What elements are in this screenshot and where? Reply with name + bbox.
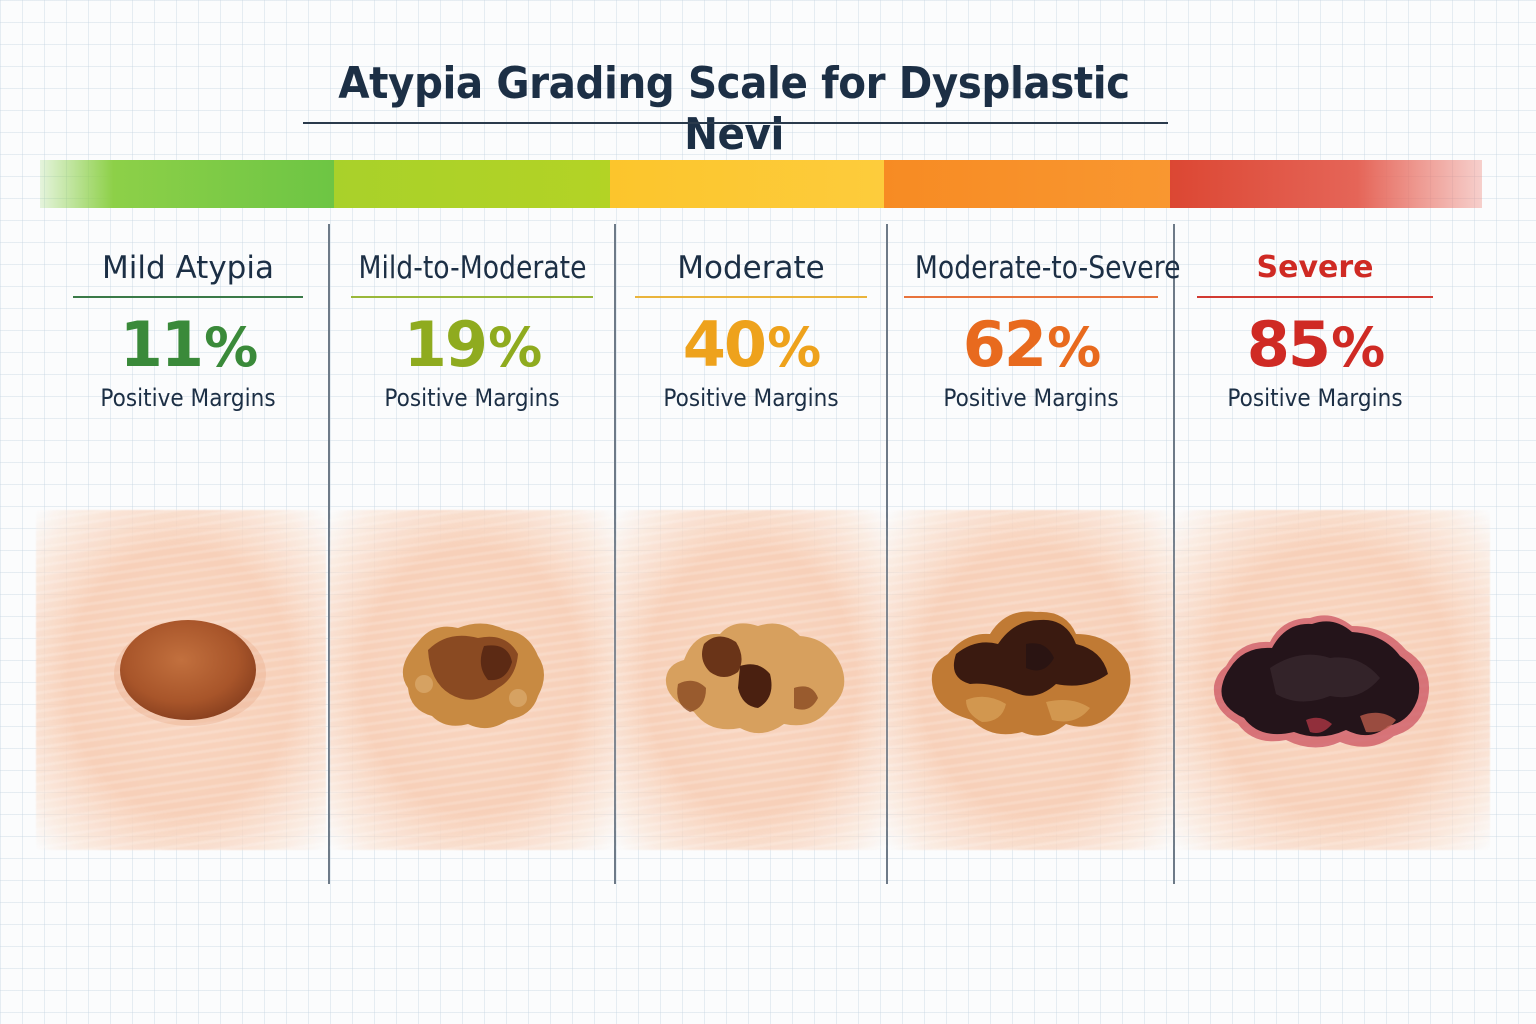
grade-column-mild: Mild Atypia 11% Positive Margins	[62, 240, 314, 413]
positive-margin-percent: 62%	[896, 310, 1166, 383]
title-underline	[303, 122, 1168, 124]
percent-caption: Positive Margins	[663, 384, 839, 412]
grade-column-severe: Severe 85% Positive Margins	[1190, 240, 1440, 413]
positive-margin-percent: 40%	[626, 310, 876, 383]
percent-value: 62	[962, 308, 1047, 381]
percent-unit: %	[488, 316, 542, 379]
positive-margin-percent: 11%	[62, 310, 314, 383]
positive-margin-percent: 85%	[1190, 310, 1440, 383]
percent-value: 40	[682, 308, 767, 381]
nevus-moderate-to-severe-image	[931, 611, 1131, 736]
percent-caption: Positive Margins	[384, 384, 560, 412]
grade-column-mild-to-moderate: Mild-to-Moderate 19% Positive Margins	[340, 240, 604, 413]
grade-underline	[1197, 296, 1433, 298]
grade-label: Moderate-to-Severe	[914, 250, 1181, 286]
grade-label: Mild-to-Moderate	[358, 250, 587, 286]
severity-color-scale-bar	[40, 160, 1482, 208]
nevus-severe-image	[1213, 615, 1430, 748]
percent-caption: Positive Margins	[1227, 384, 1403, 412]
column-divider	[328, 224, 330, 884]
percent-unit: %	[1331, 316, 1385, 379]
column-divider	[1173, 224, 1175, 884]
grade-label: Mild Atypia	[102, 250, 274, 286]
grade-label: Severe	[1256, 250, 1374, 285]
percent-caption: Positive Margins	[100, 384, 276, 412]
grade-column-moderate: Moderate 40% Positive Margins	[626, 240, 876, 413]
column-divider	[614, 224, 616, 884]
nevus-mild-to-moderate-image	[402, 623, 544, 729]
percent-caption: Positive Margins	[943, 384, 1119, 412]
percent-unit: %	[1047, 316, 1101, 379]
grade-underline	[73, 296, 303, 298]
percent-unit: %	[767, 316, 821, 379]
grade-column-moderate-to-severe: Moderate-to-Severe 62% Positive Margins	[896, 240, 1181, 413]
percent-value: 11	[119, 308, 204, 381]
grade-underline	[351, 296, 593, 298]
percent-value: 19	[403, 308, 488, 381]
scale-segment-moderate	[610, 160, 884, 208]
page-title: Atypia Grading Scale for Dysplastic Nevi	[338, 58, 1130, 160]
scale-segment-mild	[40, 160, 334, 208]
grade-label: Moderate	[677, 250, 825, 286]
scale-segment-mild-to-moderate	[334, 160, 610, 208]
scale-segment-severe	[1170, 160, 1482, 208]
grade-underline	[904, 296, 1158, 298]
positive-margin-percent: 19%	[340, 310, 604, 383]
nevus-mild-image	[114, 620, 266, 726]
column-divider	[886, 224, 888, 884]
scale-segment-moderate-to-severe	[884, 160, 1170, 208]
grade-underline	[635, 296, 867, 298]
percent-value: 85	[1246, 308, 1331, 381]
percent-unit: %	[204, 316, 258, 379]
nevus-moderate-image	[665, 623, 845, 734]
